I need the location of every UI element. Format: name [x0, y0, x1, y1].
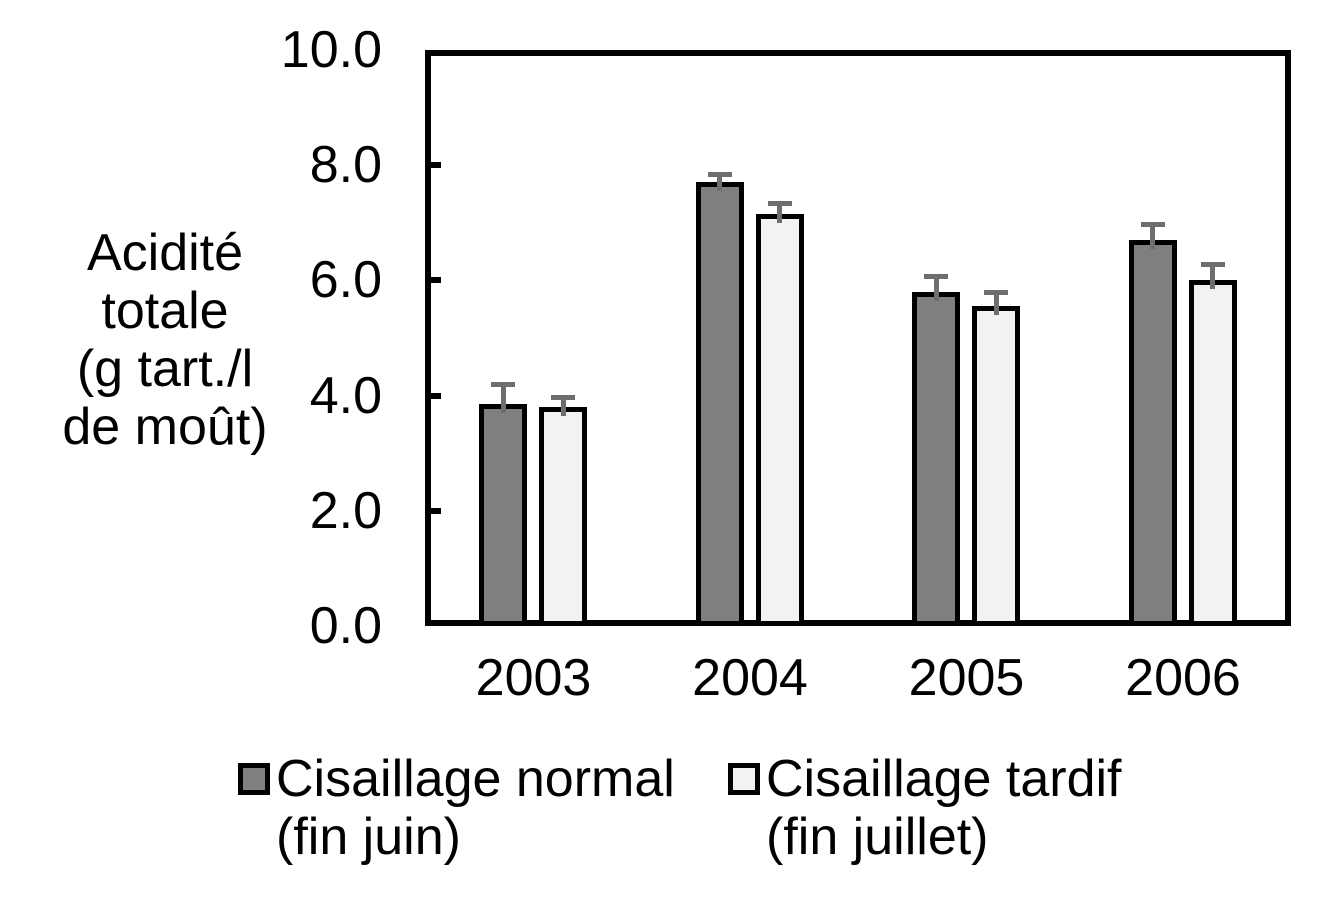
- error-bar-cap: [551, 395, 576, 401]
- legend-item-tardif: Cisaillage tardif (fin juillet): [728, 750, 1122, 866]
- y-tick-label: 6.0: [309, 251, 382, 310]
- plot-border-top: [425, 50, 1291, 56]
- legend-label-line: (fin juin): [276, 808, 461, 866]
- error-bar-stem: [560, 397, 566, 417]
- bar-tardif-2006: [1188, 280, 1237, 626]
- x-tick-label-2005: 2005: [908, 649, 1025, 707]
- x-tick-label-2004: 2004: [692, 649, 808, 707]
- legend-label-tardif: Cisaillage tardif (fin juillet): [766, 750, 1122, 866]
- y-tick-label: 8.0: [309, 136, 382, 195]
- error-bar-cap: [707, 171, 732, 177]
- y-tick-label: 10.0: [280, 21, 382, 79]
- legend-label-normal: Cisaillage normal (fin juin): [276, 750, 675, 866]
- error-bar-cap: [767, 200, 792, 206]
- y-tick-mark: [425, 507, 441, 514]
- legend-label-line: Cisaillage normal: [276, 750, 675, 808]
- legend-label-line: Cisaillage tardif: [766, 750, 1122, 808]
- error-bar-stem: [500, 384, 506, 414]
- error-bar-cap: [1200, 262, 1225, 268]
- y-tick-label: 4.0: [309, 366, 382, 425]
- x-axis-line: [425, 620, 1291, 626]
- legend-label-line: (fin juillet): [766, 808, 989, 866]
- error-bar-stem: [1210, 264, 1216, 290]
- bar-normal-2005: [912, 291, 961, 626]
- plot-border-right: [1285, 50, 1291, 626]
- y-tick-label: 0.0: [309, 597, 382, 655]
- x-tick-label-2006: 2006: [1125, 649, 1241, 707]
- bar-normal-2006: [1128, 240, 1177, 626]
- y-tick-mark: [425, 162, 441, 169]
- y-tick-mark: [425, 277, 441, 284]
- legend-marker-tardif: [728, 763, 760, 795]
- y-axis-title-line: totale: [101, 282, 229, 340]
- y-tick-mark: [425, 392, 441, 399]
- y-tick-label: 2.0: [309, 481, 382, 540]
- y-axis-title-line: (g tart./l: [76, 340, 254, 398]
- y-axis-title-line: de moût): [62, 398, 268, 456]
- legend: Cisaillage normal (fin juin) Cisaillage …: [0, 750, 1341, 880]
- bar-tardif-2004: [755, 214, 804, 626]
- error-bar-stem: [993, 292, 999, 316]
- bar-tardif-2003: [539, 407, 588, 626]
- error-bar-cap: [924, 274, 949, 280]
- error-bar-stem: [933, 276, 939, 301]
- legend-marker-normal: [238, 763, 270, 795]
- error-bar-cap: [491, 382, 516, 388]
- y-axis-title-line: Acidité: [86, 224, 244, 282]
- y-axis-title: Acidité totale (g tart./l de moût): [35, 224, 295, 456]
- bar-tardif-2005: [972, 306, 1021, 626]
- plot-area: [425, 50, 1291, 626]
- error-bar-stem: [717, 173, 723, 192]
- bar-normal-2004: [695, 182, 744, 626]
- x-tick-label-2003: 2003: [475, 649, 592, 707]
- legend-item-normal: Cisaillage normal (fin juin): [238, 750, 675, 866]
- error-bar-stem: [777, 202, 783, 224]
- bar-normal-2003: [479, 404, 528, 626]
- error-bar-stem: [1150, 223, 1156, 250]
- error-bar-cap: [1140, 221, 1165, 227]
- error-bar-cap: [984, 290, 1009, 296]
- y-axis-line: [425, 50, 431, 626]
